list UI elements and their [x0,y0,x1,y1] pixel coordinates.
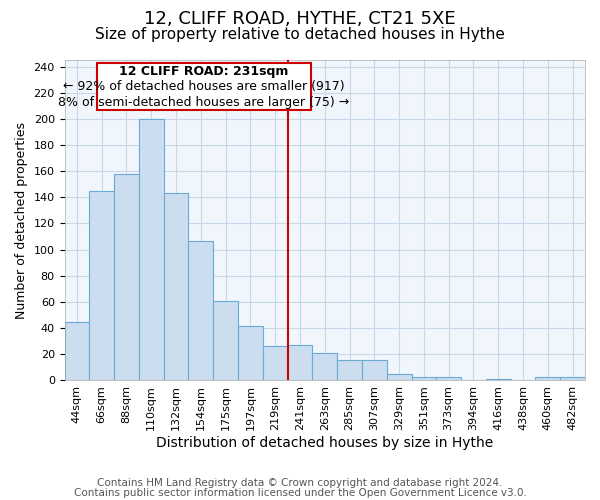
X-axis label: Distribution of detached houses by size in Hythe: Distribution of detached houses by size … [156,436,493,450]
Bar [213,300,238,380]
Text: Size of property relative to detached houses in Hythe: Size of property relative to detached ho… [95,28,505,42]
Text: ← 92% of detached houses are smaller (917): ← 92% of detached houses are smaller (91… [63,80,345,93]
Bar [164,194,188,380]
Bar [188,240,213,380]
Bar [362,360,387,380]
Bar [313,353,337,380]
Bar [412,376,436,380]
FancyBboxPatch shape [97,62,311,110]
Bar [114,174,139,380]
Bar [560,376,585,380]
Bar [337,360,362,380]
Bar [387,374,412,380]
Bar [65,322,89,380]
Text: Contains HM Land Registry data © Crown copyright and database right 2024.: Contains HM Land Registry data © Crown c… [97,478,503,488]
Bar [535,376,560,380]
Bar [139,119,164,380]
Bar [436,376,461,380]
Y-axis label: Number of detached properties: Number of detached properties [15,122,28,318]
Bar [263,346,287,380]
Text: 12 CLIFF ROAD: 231sqm: 12 CLIFF ROAD: 231sqm [119,65,289,78]
Text: Contains public sector information licensed under the Open Government Licence v3: Contains public sector information licen… [74,488,526,498]
Bar [89,191,114,380]
Bar [287,345,313,380]
Bar [486,379,511,380]
Text: 8% of semi-detached houses are larger (75) →: 8% of semi-detached houses are larger (7… [58,96,350,109]
Text: 12, CLIFF ROAD, HYTHE, CT21 5XE: 12, CLIFF ROAD, HYTHE, CT21 5XE [144,10,456,28]
Bar [238,326,263,380]
